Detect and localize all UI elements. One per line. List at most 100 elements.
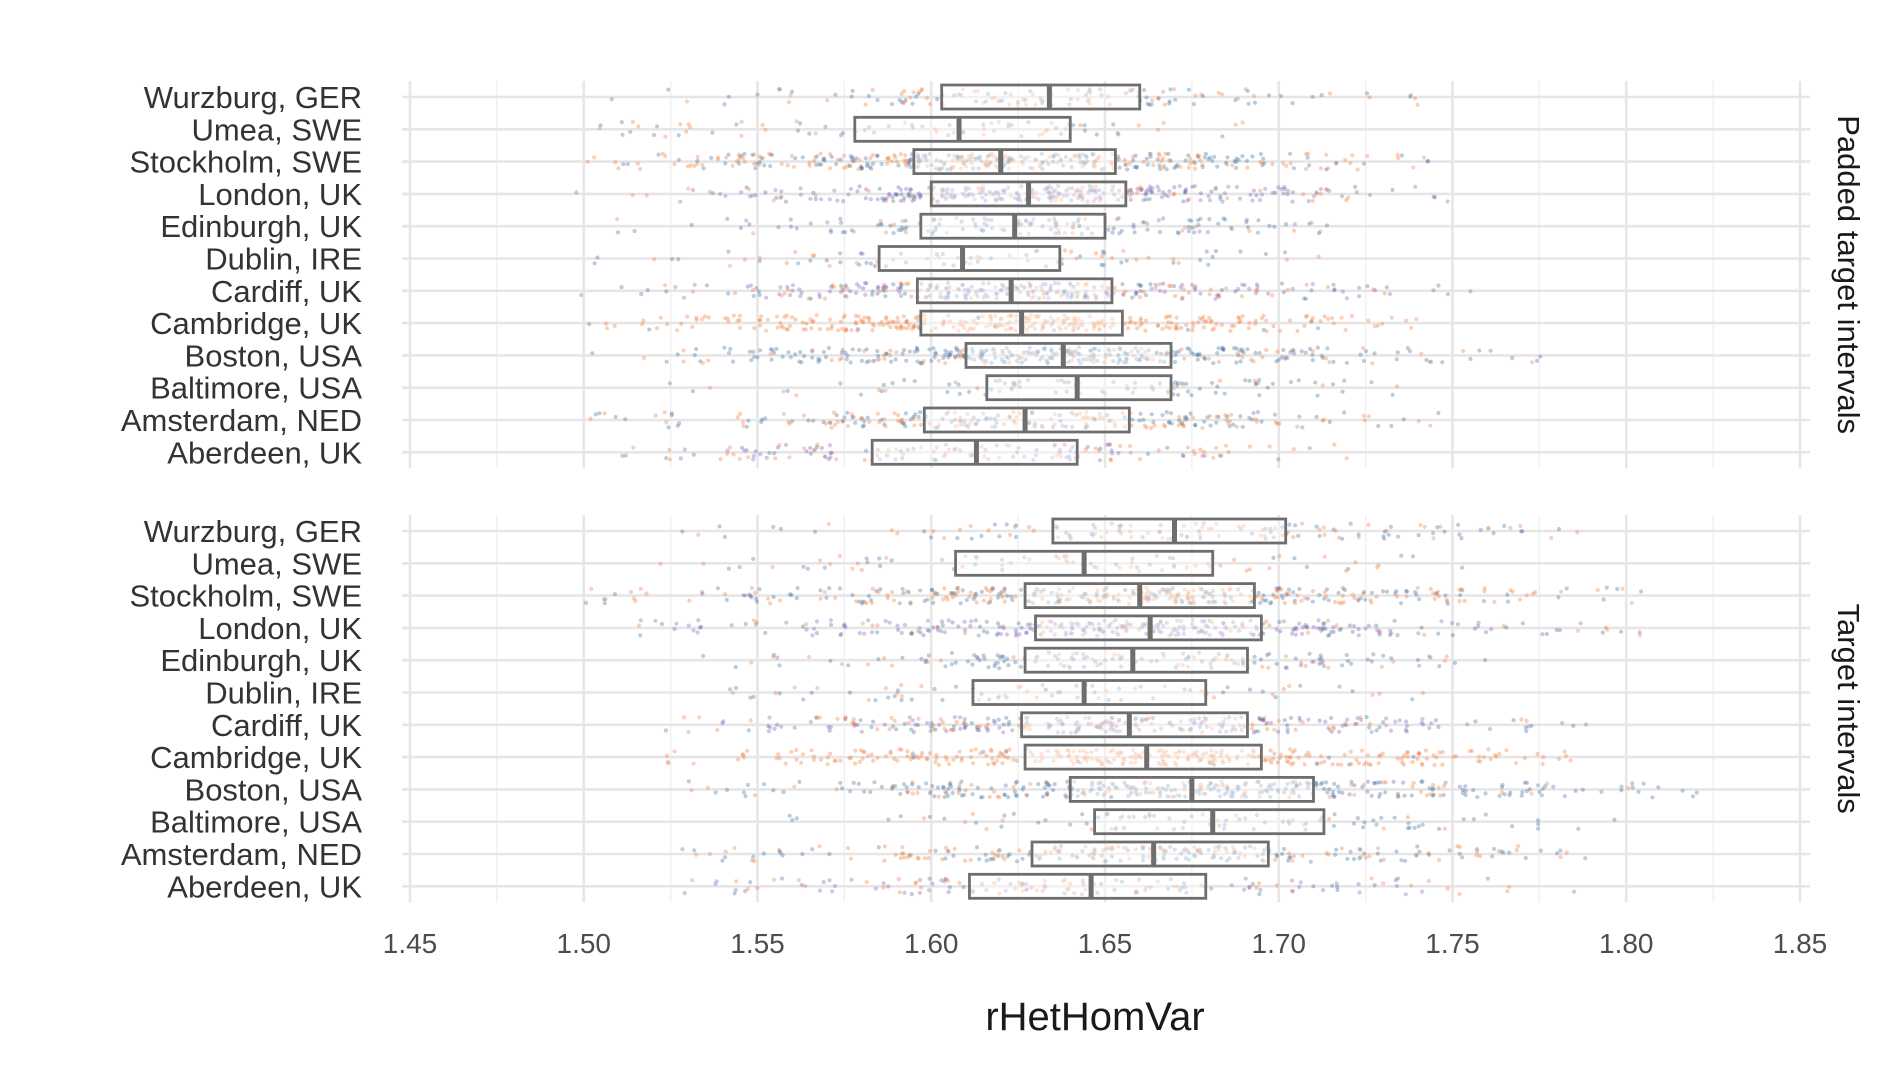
jitter-point bbox=[1198, 447, 1202, 451]
jitter-point bbox=[693, 353, 697, 357]
jitter-point bbox=[916, 723, 920, 727]
jitter-point bbox=[642, 356, 646, 360]
jitter-point bbox=[1229, 413, 1233, 417]
jitter-point bbox=[1319, 653, 1323, 657]
jitter-point bbox=[1162, 121, 1166, 125]
jitter-point bbox=[832, 285, 836, 289]
jitter-point bbox=[1094, 446, 1098, 450]
jitter-point bbox=[1445, 654, 1449, 658]
jitter-point bbox=[1287, 588, 1291, 592]
jitter-point bbox=[587, 322, 591, 326]
jitter-point bbox=[961, 588, 965, 592]
jitter-point bbox=[1211, 255, 1215, 259]
jitter-point bbox=[1279, 94, 1283, 98]
jitter-point bbox=[937, 763, 941, 767]
jitter-point bbox=[867, 359, 871, 363]
jitter-point bbox=[1014, 628, 1018, 632]
jitter-point bbox=[1227, 450, 1231, 454]
jitter-point bbox=[787, 100, 791, 104]
jitter-point bbox=[620, 120, 624, 124]
jitter-point bbox=[1376, 324, 1380, 328]
jitter-point bbox=[1276, 730, 1280, 734]
jitter-point bbox=[1163, 103, 1167, 107]
jitter-point bbox=[1311, 95, 1315, 99]
jitter-point bbox=[1446, 602, 1450, 606]
jitter-point bbox=[1260, 420, 1264, 424]
jitter-point bbox=[825, 98, 829, 102]
jitter-point bbox=[1045, 791, 1049, 795]
jitter-point bbox=[1181, 453, 1185, 457]
jitter-point bbox=[1377, 761, 1381, 765]
jitter-point bbox=[904, 187, 908, 191]
jitter-point bbox=[1184, 323, 1188, 327]
jitter-point bbox=[775, 315, 779, 319]
jitter-point bbox=[667, 448, 671, 452]
jitter-point bbox=[819, 758, 823, 762]
jitter-point bbox=[1404, 594, 1408, 598]
jitter-point bbox=[1190, 328, 1194, 332]
jitter-point bbox=[929, 359, 933, 363]
jitter-point bbox=[1223, 217, 1227, 221]
jitter-point bbox=[909, 728, 913, 732]
jitter-point bbox=[1220, 288, 1224, 292]
jitter-point bbox=[638, 633, 642, 637]
jitter-point bbox=[950, 728, 954, 732]
jitter-point bbox=[1328, 91, 1332, 95]
jitter-point bbox=[1133, 230, 1137, 234]
jitter-point bbox=[1158, 153, 1162, 157]
jitter-point bbox=[1316, 346, 1320, 350]
jitter-point bbox=[1310, 353, 1314, 357]
jitter-point bbox=[1116, 132, 1120, 136]
jitter-point bbox=[911, 195, 915, 199]
jitter-point bbox=[980, 590, 984, 594]
jitter-point bbox=[1320, 781, 1324, 785]
jitter-point bbox=[785, 261, 789, 265]
jitter-point bbox=[899, 152, 903, 156]
jitter-point bbox=[1541, 762, 1545, 766]
jitter-point bbox=[1389, 424, 1393, 428]
jitter-point bbox=[1398, 718, 1402, 722]
jitter-point bbox=[988, 600, 992, 604]
jitter-point bbox=[1392, 780, 1396, 784]
jitter-point bbox=[784, 762, 788, 766]
jitter-point bbox=[652, 257, 656, 261]
jitter-point bbox=[752, 162, 756, 166]
jitter-point bbox=[1252, 731, 1256, 735]
jitter-point bbox=[970, 537, 974, 541]
jitter-point bbox=[993, 664, 997, 668]
jitter-point bbox=[1118, 444, 1122, 448]
jitter-point bbox=[1370, 591, 1374, 595]
jitter-point bbox=[1545, 632, 1549, 636]
jitter-point bbox=[846, 663, 850, 667]
jitter-point bbox=[990, 757, 994, 761]
jitter-point bbox=[1459, 587, 1463, 591]
jitter-point bbox=[918, 630, 922, 634]
jitter-point bbox=[1019, 588, 1023, 592]
jitter-point bbox=[1436, 632, 1440, 636]
jitter-point bbox=[828, 421, 832, 425]
jitter-point bbox=[1267, 652, 1271, 656]
jitter-point bbox=[1463, 599, 1467, 603]
jitter-point bbox=[888, 349, 892, 353]
jitter-point bbox=[1360, 749, 1364, 753]
jitter-point bbox=[702, 166, 706, 170]
jitter-point bbox=[1293, 601, 1297, 605]
jitter-point bbox=[1400, 153, 1404, 157]
jitter-point bbox=[1599, 790, 1603, 794]
jitter-point bbox=[1208, 414, 1212, 418]
jitter-point bbox=[766, 318, 770, 322]
jitter-point bbox=[1351, 630, 1355, 634]
jitter-point bbox=[1244, 220, 1248, 224]
jitter-point bbox=[679, 456, 683, 460]
jitter-point bbox=[1253, 351, 1257, 355]
jitter-point bbox=[773, 188, 777, 192]
jitter-point bbox=[1272, 225, 1276, 229]
jitter-point bbox=[915, 791, 919, 795]
jitter-point bbox=[829, 228, 833, 232]
jitter-point bbox=[1018, 632, 1022, 636]
jitter-point bbox=[878, 564, 882, 568]
jitter-point bbox=[834, 162, 838, 166]
jitter-point bbox=[1344, 328, 1348, 332]
jitter-point bbox=[1370, 693, 1374, 697]
jitter-point bbox=[898, 601, 902, 605]
